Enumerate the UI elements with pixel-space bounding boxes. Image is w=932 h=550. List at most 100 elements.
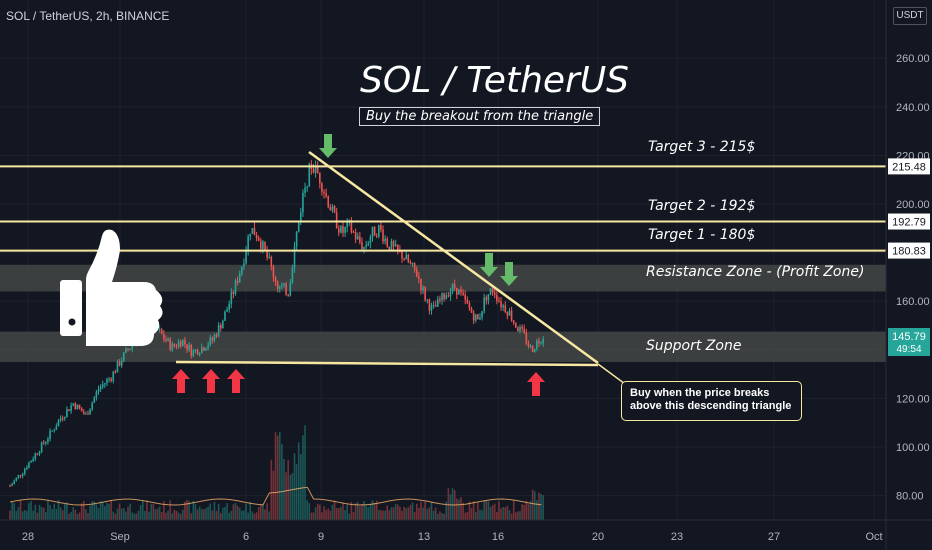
volume-bar [152, 504, 155, 520]
volume-bar [304, 425, 306, 520]
candle-body [118, 361, 121, 366]
volume-bar [76, 513, 79, 520]
candle-body [236, 280, 239, 283]
candle-body [87, 413, 89, 415]
volume-bar [329, 510, 332, 520]
candle-body [40, 442, 43, 452]
candle-body [283, 283, 285, 286]
volume-bar [340, 506, 342, 520]
volume-bar [529, 500, 532, 520]
candle-body [388, 246, 391, 250]
time-axis[interactable]: 28 Sep 6 9 13 16 20 23 27 Oct [22, 531, 883, 543]
volume-bar [533, 491, 536, 520]
candle-body [306, 186, 308, 188]
candle-body [460, 289, 462, 293]
volume-bar [337, 507, 340, 520]
volume-bar [253, 513, 256, 520]
candle-body [441, 293, 443, 301]
candle-body [123, 352, 125, 361]
volume-bar [405, 508, 408, 520]
candle-body [61, 418, 64, 420]
volume-bar [245, 503, 247, 520]
volume-bar [188, 501, 190, 520]
y-tick-label: 100.00 [896, 442, 930, 454]
trend-drawings[interactable] [0, 150, 886, 396]
volume-bar [30, 501, 32, 520]
candle-body [209, 337, 212, 346]
volume-bar [200, 509, 203, 520]
candle-body [477, 314, 479, 320]
candle-body [455, 287, 458, 295]
volume-bar [106, 503, 108, 520]
candle-body [234, 280, 237, 294]
resistance-zone-label: Resistance Zone - (Profit Zone) [646, 264, 865, 280]
candle-body [182, 339, 184, 347]
candle-body [249, 233, 252, 237]
candle-body [479, 317, 481, 320]
candle-body [230, 291, 233, 304]
candle-body [179, 341, 182, 347]
candle-body [432, 305, 435, 307]
volume-bar [85, 508, 87, 520]
candle-body [485, 297, 488, 301]
candle-body [420, 278, 422, 291]
volume-bar [270, 459, 273, 520]
volume-bar [295, 464, 298, 520]
volume-bar [28, 503, 30, 520]
volume-bar [333, 500, 336, 520]
support-zone-label: Support Zone [646, 338, 742, 354]
candle-body [394, 244, 397, 247]
candle-body [177, 341, 180, 347]
volume-bar [335, 508, 338, 520]
volume-bar [57, 500, 60, 520]
candle-body [253, 228, 256, 236]
volume-bar [517, 511, 519, 520]
candle-body [47, 439, 49, 442]
candle-body [160, 329, 163, 334]
volume-bar [359, 506, 361, 520]
volume-bar [386, 505, 389, 520]
candle-body [76, 404, 79, 409]
candle-body [23, 469, 26, 474]
volume-bar [129, 503, 131, 520]
candle-body [384, 238, 386, 242]
candle-body [17, 475, 20, 478]
x-tick-label: 23 [671, 531, 683, 543]
volume-bar [177, 512, 180, 520]
volume-bar [97, 508, 100, 520]
candle-body [53, 429, 56, 431]
volume-bar [531, 489, 534, 520]
candle-body [321, 183, 323, 192]
volume-bar [217, 503, 220, 520]
volume-bar [493, 503, 496, 520]
volume-bar [266, 503, 268, 520]
volume-bar [101, 502, 104, 520]
candle-body [28, 462, 30, 468]
candle-body [188, 345, 190, 350]
candle-body [266, 249, 268, 258]
y-tick-label: 240.00 [896, 102, 930, 114]
candle-body [363, 247, 365, 250]
volume-bar [378, 509, 380, 520]
candle-body [55, 426, 58, 430]
candle-body [329, 207, 332, 211]
volume-bar [384, 510, 386, 520]
volume-bar [504, 507, 507, 520]
candle-body [291, 267, 294, 283]
candle-body [97, 389, 100, 392]
volume-bar [47, 500, 49, 520]
level-price-tag [888, 242, 930, 259]
currency-button[interactable]: USDT [893, 7, 927, 25]
volume-bar [367, 507, 370, 520]
candle-body [21, 473, 24, 476]
candle-body [396, 244, 399, 250]
volume-bar [538, 492, 540, 520]
volume-bar [321, 512, 323, 520]
volume-bar [491, 505, 494, 520]
target1-label: Target 1 - 180$ [648, 227, 756, 243]
volume-bar [422, 507, 424, 520]
volume-bar [542, 495, 544, 520]
candle-body [369, 237, 372, 244]
